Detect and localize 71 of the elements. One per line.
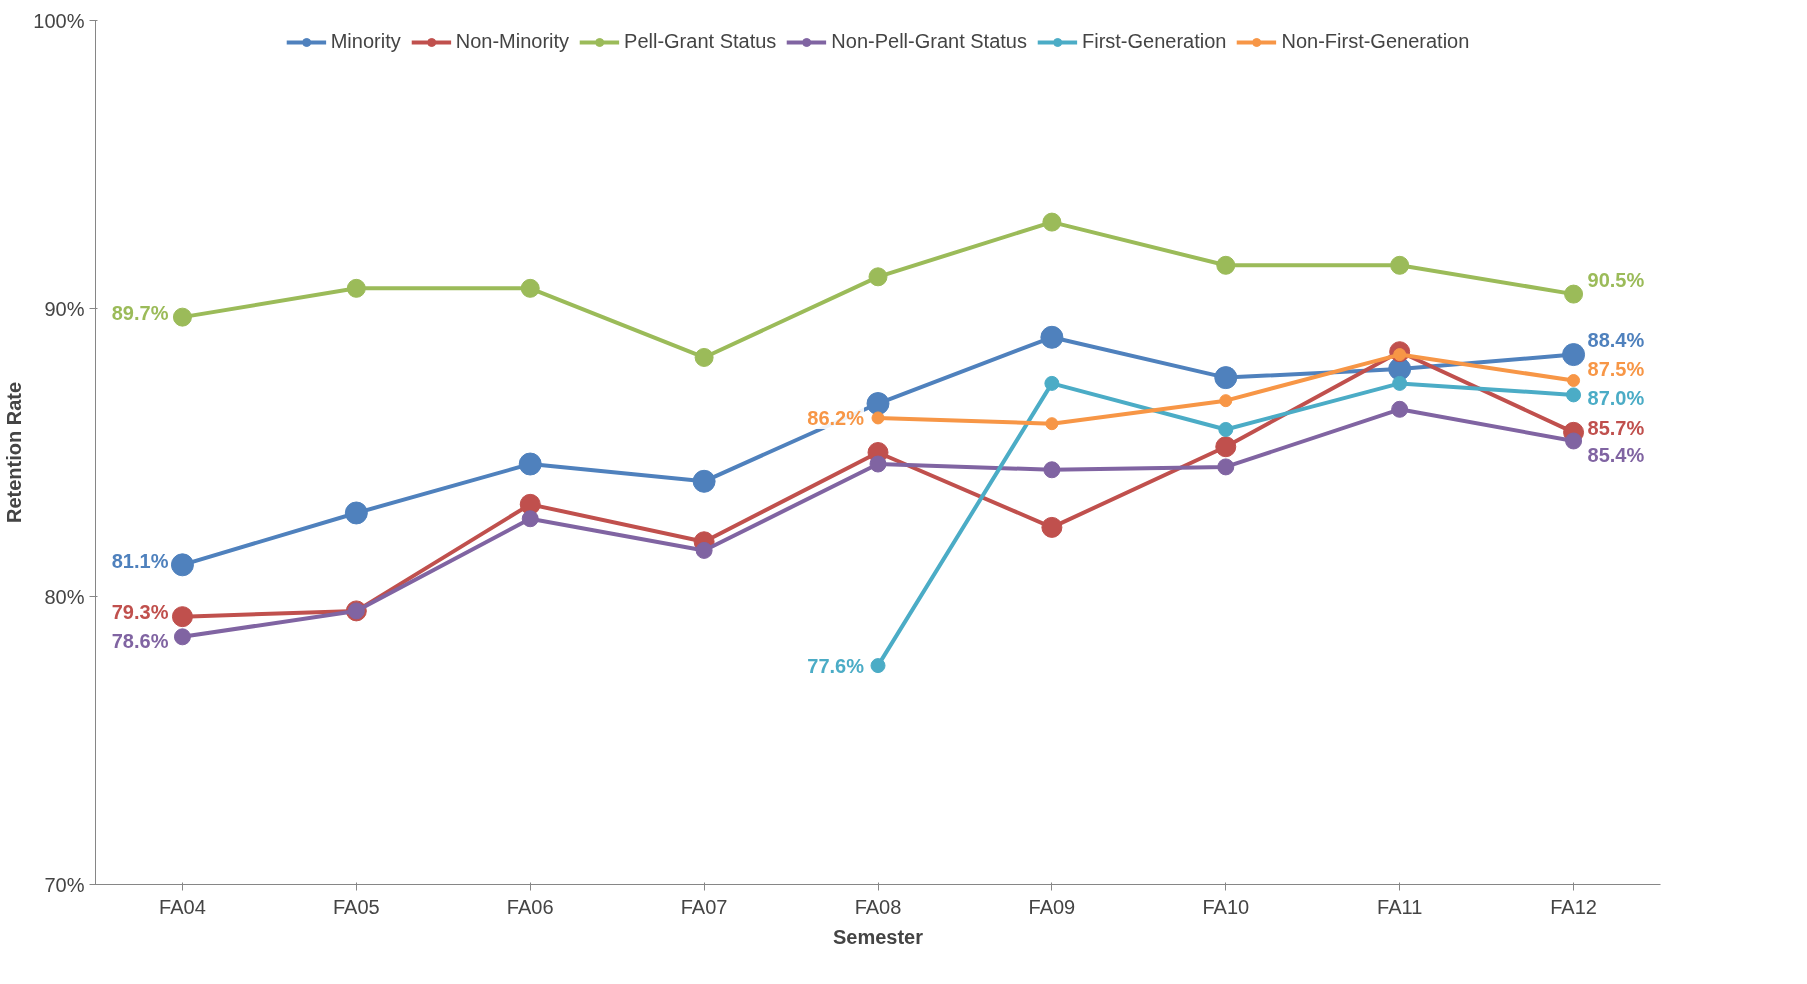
point — [520, 278, 540, 298]
x-tick-label: FA08 — [854, 895, 902, 918]
point — [1219, 394, 1233, 408]
data-label: 88.4% — [1587, 329, 1645, 352]
point — [694, 347, 714, 367]
point — [1215, 436, 1237, 458]
point — [172, 307, 192, 327]
y-axis-title: Retention Rate — [3, 381, 26, 524]
data-label: 87.5% — [1587, 358, 1645, 381]
data-label: 81.1% — [111, 549, 169, 572]
data-label: 85.7% — [1587, 416, 1645, 439]
point — [171, 606, 193, 628]
point — [869, 455, 887, 473]
point — [870, 658, 886, 674]
point — [866, 392, 890, 416]
point — [518, 452, 542, 476]
point — [1564, 284, 1584, 304]
x-tick-label: FA07 — [680, 895, 728, 918]
x-axis-title: Semester — [832, 925, 924, 948]
point — [1045, 417, 1059, 431]
data-label: 86.2% — [807, 406, 865, 429]
legend-label: Non-Minority — [455, 30, 570, 53]
data-label: 90.5% — [1587, 268, 1645, 291]
point — [1216, 255, 1236, 275]
data-label: 78.6% — [111, 630, 169, 653]
y-tick-label: 80% — [44, 585, 85, 608]
x-tick-label: FA05 — [332, 895, 380, 918]
point — [1217, 458, 1235, 476]
x-tick-label: FA11 — [1377, 895, 1423, 918]
point — [1391, 400, 1409, 418]
point — [1214, 366, 1238, 390]
point — [1567, 374, 1581, 387]
point — [1562, 343, 1586, 367]
y-tick-label: 100% — [33, 9, 85, 32]
data-label: 89.7% — [111, 301, 169, 324]
point — [868, 267, 888, 287]
data-label: 79.3% — [111, 601, 169, 624]
legend-label: Pell-Grant Status — [624, 30, 777, 53]
y-tick-label: 70% — [44, 873, 85, 896]
point — [1044, 375, 1060, 391]
point — [1566, 387, 1582, 403]
point — [344, 501, 368, 525]
data-label: 87.0% — [1587, 386, 1645, 409]
point — [692, 469, 716, 493]
point — [871, 411, 885, 425]
legend-label: Non-First-Generation — [1281, 30, 1470, 53]
point — [170, 553, 194, 577]
point — [1043, 461, 1061, 479]
point — [519, 493, 541, 515]
point — [1041, 516, 1063, 538]
point — [1390, 255, 1410, 275]
legend-label: Non-Pell-Grant Status — [831, 30, 1027, 53]
x-tick-label: FA10 — [1202, 895, 1250, 918]
point — [1040, 325, 1064, 349]
point — [521, 510, 539, 528]
point — [1392, 375, 1408, 391]
y-tick-label: 90% — [44, 297, 85, 320]
data-label: 85.4% — [1587, 444, 1645, 467]
legend-label: First-Generation — [1081, 30, 1227, 53]
point — [1218, 421, 1234, 437]
point — [1565, 432, 1583, 450]
data-label: 77.6% — [807, 654, 865, 677]
x-tick-label: FA04 — [159, 895, 206, 918]
point — [173, 628, 191, 646]
point — [346, 278, 366, 298]
point — [695, 541, 713, 559]
point — [1042, 212, 1062, 232]
x-tick-label: FA12 — [1550, 895, 1597, 918]
x-tick-label: FA09 — [1028, 895, 1076, 918]
legend-label: Minority — [330, 30, 401, 53]
x-tick-label: FA06 — [506, 895, 554, 918]
